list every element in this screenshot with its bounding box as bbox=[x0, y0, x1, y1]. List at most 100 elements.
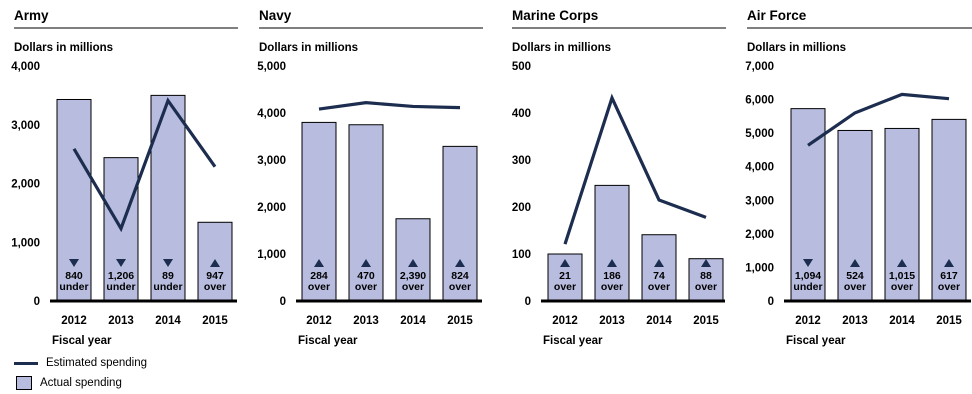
panel-air-force: Air Force Dollars in millions 0 1,000 2,000 3… bbox=[745, 8, 972, 347]
x-axis-title: Fiscal year bbox=[543, 335, 603, 347]
annotation-direction: under bbox=[106, 281, 135, 293]
panel-title: Navy bbox=[259, 8, 292, 23]
panel-title: Air Force bbox=[747, 8, 807, 23]
triangle-up-icon bbox=[361, 259, 371, 267]
y-tick-label: 5,000 bbox=[745, 128, 774, 140]
x-tick-label: 2013 bbox=[842, 315, 868, 327]
y-tick-label: 7,000 bbox=[745, 61, 774, 73]
triangle-down-icon bbox=[116, 259, 126, 267]
annotation-value: 1,094 bbox=[795, 270, 821, 282]
annotation-direction: under bbox=[153, 281, 182, 293]
x-tick-label: 2013 bbox=[353, 315, 379, 327]
y-tick-label: 3,000 bbox=[11, 120, 40, 132]
x-axis-title: Fiscal year bbox=[298, 335, 358, 347]
annotation-direction: under bbox=[793, 281, 822, 293]
annotation-direction: over bbox=[844, 281, 866, 293]
x-tick-label: 2014 bbox=[646, 315, 672, 327]
panel-navy: Navy Dollars in millions 0 1,000 2,000 3,000 4… bbox=[257, 8, 483, 347]
triangle-down-icon bbox=[163, 259, 173, 267]
x-tick-label: 2015 bbox=[202, 315, 228, 327]
y-tick-label: 300 bbox=[512, 155, 531, 167]
x-tick-label: 2012 bbox=[795, 315, 821, 327]
y-tick-label: 2,000 bbox=[257, 202, 286, 214]
annotation-value: 89 bbox=[162, 270, 174, 282]
triangle-up-icon bbox=[850, 259, 860, 267]
y-tick-label: 1,000 bbox=[745, 262, 774, 274]
y-tick-label: 3,000 bbox=[257, 155, 286, 167]
y-tick-label: 500 bbox=[512, 61, 531, 73]
triangle-up-icon bbox=[560, 259, 570, 267]
panel-army: Army Dollars in millions 0 1,000 2,000 3,000 4… bbox=[11, 8, 238, 347]
x-tick-label: 2013 bbox=[108, 315, 134, 327]
annotation-direction: over bbox=[554, 281, 576, 293]
triangle-up-icon bbox=[314, 259, 324, 267]
y-tick-label: 400 bbox=[512, 108, 531, 120]
triangle-up-icon bbox=[944, 259, 954, 267]
triangle-down-icon bbox=[69, 259, 79, 267]
x-tick-label: 2014 bbox=[889, 315, 915, 327]
annotation-value: 1,206 bbox=[108, 270, 134, 282]
y-tick-label: 2,000 bbox=[745, 229, 774, 241]
y-tick-label: 5,000 bbox=[257, 61, 286, 73]
annotation-direction: over bbox=[891, 281, 913, 293]
annotation-value: 74 bbox=[653, 270, 665, 282]
legend-label-actual: Actual spending bbox=[40, 377, 122, 389]
annotation-value: 470 bbox=[357, 270, 375, 282]
annotation-direction: over bbox=[308, 281, 330, 293]
annotation-value: 1,015 bbox=[889, 270, 915, 282]
chart-legend: Estimated spending Actual spending bbox=[14, 354, 147, 394]
bar-actual bbox=[790, 108, 826, 302]
annotation-direction: over bbox=[204, 281, 226, 293]
y-tick-label: 200 bbox=[512, 202, 531, 214]
triangle-down-icon bbox=[803, 259, 813, 267]
y-tick-label: 0 bbox=[525, 296, 531, 308]
y-tick-label: 6,000 bbox=[745, 95, 774, 107]
triangle-up-icon bbox=[607, 259, 617, 267]
annotation-direction: over bbox=[355, 281, 377, 293]
annotation-value: 947 bbox=[206, 270, 224, 282]
triangle-up-icon bbox=[654, 259, 664, 267]
x-tick-label: 2015 bbox=[936, 315, 962, 327]
annotation-value: 21 bbox=[559, 270, 571, 282]
annotation-direction: over bbox=[402, 281, 424, 293]
panel-title: Marine Corps bbox=[512, 8, 598, 23]
annotation-direction: over bbox=[601, 281, 623, 293]
triangle-up-icon bbox=[897, 259, 907, 267]
legend-item-estimated: Estimated spending bbox=[14, 354, 147, 372]
y-tick-label: 1,000 bbox=[257, 249, 286, 261]
line-estimated bbox=[563, 93, 707, 245]
y-axis-title: Dollars in millions bbox=[512, 42, 611, 54]
line-estimated bbox=[72, 97, 217, 233]
bar-actual bbox=[837, 129, 873, 302]
annotation-value: 840 bbox=[65, 270, 83, 282]
y-tick-label: 4,000 bbox=[11, 61, 40, 73]
bar-actual bbox=[884, 127, 920, 302]
bar-actual bbox=[301, 121, 337, 302]
triangle-up-icon bbox=[701, 259, 711, 267]
annotation-value: 824 bbox=[451, 270, 469, 282]
legend-label-estimated: Estimated spending bbox=[46, 357, 148, 369]
annotation-value: 284 bbox=[310, 270, 328, 282]
x-tick-label: 2014 bbox=[155, 315, 181, 327]
y-tick-label: 4,000 bbox=[257, 108, 286, 120]
y-axis-title: Dollars in millions bbox=[747, 42, 846, 54]
y-tick-label: 0 bbox=[280, 296, 286, 308]
panel-title: Army bbox=[14, 8, 49, 23]
annotation-direction: over bbox=[449, 281, 471, 293]
y-tick-label: 3,000 bbox=[745, 195, 774, 207]
x-tick-label: 2012 bbox=[61, 315, 87, 327]
bar-actual bbox=[348, 124, 384, 302]
y-tick-label: 4,000 bbox=[745, 162, 774, 174]
y-tick-label: 0 bbox=[768, 296, 774, 308]
x-axis-title: Fiscal year bbox=[52, 335, 112, 347]
triangle-up-icon bbox=[455, 259, 465, 267]
annotation-value: 524 bbox=[846, 270, 864, 282]
x-tick-label: 2012 bbox=[306, 315, 332, 327]
line-estimated bbox=[807, 92, 950, 147]
panel-marine-corps: Marine Corps Dollars in millions 0 100 200 30… bbox=[512, 8, 726, 347]
legend-bar-swatch bbox=[16, 376, 32, 390]
y-tick-label: 0 bbox=[34, 296, 40, 308]
line-estimated bbox=[318, 101, 461, 111]
x-axis-title: Fiscal year bbox=[786, 335, 846, 347]
